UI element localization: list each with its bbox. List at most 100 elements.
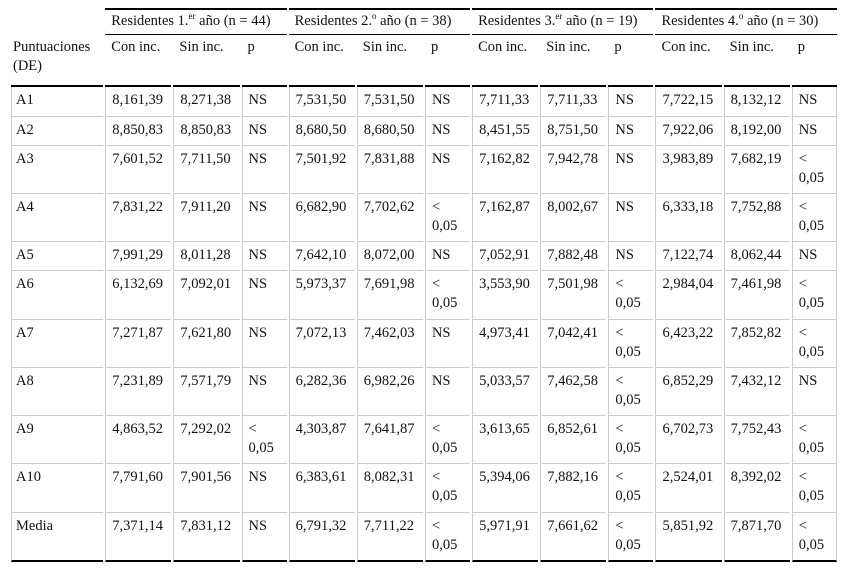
ordinal-superscript: o: [371, 11, 377, 22]
row-label: A4: [11, 193, 104, 243]
group-header-residentes-3: Residentes 3.er año (n = 19): [472, 8, 654, 36]
table-row: A5 7,991,29 8,011,28 NS 7,642,10 8,072,00 NS 7,…: [11, 242, 837, 272]
score-cell: 7,501,98: [540, 271, 607, 320]
score-cell: 7,531,50: [356, 87, 423, 117]
score-cell: 7,882,48: [540, 242, 607, 272]
score-cell: 7,641,87: [356, 416, 423, 465]
table-row: A3 7,601,52 7,711,50 NS 7,501,92 7,831,88 NS 7,…: [11, 145, 837, 194]
score-cell: 8,062,44: [723, 242, 790, 272]
p-value-cell: NS: [791, 367, 837, 416]
score-cell: 7,292,02: [173, 416, 240, 465]
score-cell: 8,392,02: [723, 464, 790, 513]
score-cell: 7,702,62: [356, 193, 423, 243]
score-cell: 7,501,92: [288, 145, 355, 194]
score-cell: 2,984,04: [655, 271, 722, 320]
score-cell: 8,192,00: [723, 116, 790, 146]
row-label: A1: [11, 87, 104, 117]
p-value-cell: < 0,05: [608, 271, 654, 320]
ordinal-superscript: er: [555, 11, 563, 22]
p-value-cell: NS: [791, 242, 837, 272]
score-cell: 6,132,69: [105, 271, 172, 320]
p-value-cell: NS: [241, 271, 287, 320]
column-header-p: p: [424, 35, 471, 88]
score-cell: 7,711,50: [173, 145, 240, 194]
p-value-cell: NS: [424, 145, 471, 194]
score-cell: 4,863,52: [105, 416, 172, 465]
column-header-p: p: [241, 35, 287, 88]
p-value-cell: < 0,05: [791, 271, 837, 320]
p-value-cell: NS: [608, 145, 654, 194]
row-label: A10: [11, 464, 104, 513]
row-label: A9: [11, 416, 104, 465]
ordinal-superscript: er: [188, 11, 196, 22]
p-value-cell: < 0,05: [608, 416, 654, 465]
row-label: A3: [11, 145, 104, 194]
score-cell: 7,831,88: [356, 145, 423, 194]
group-title-post: año (n = 19): [562, 13, 638, 29]
p-value-cell: NS: [424, 87, 471, 117]
p-value-cell: < 0,05: [791, 512, 837, 562]
score-cell: 5,851,92: [655, 512, 722, 562]
table-row: A6 6,132,69 7,092,01 NS 5,973,37 7,691,98 < 0,…: [11, 271, 837, 320]
group-title-post: año (n = 44): [195, 13, 271, 29]
column-header-sin-inc: Sin inc.: [173, 35, 240, 88]
score-cell: 7,601,52: [105, 145, 172, 194]
group-title-pre: Residentes 4.: [661, 13, 739, 29]
p-value-cell: < 0,05: [424, 271, 471, 320]
score-cell: 7,462,03: [356, 319, 423, 368]
score-cell: 7,661,62: [540, 512, 607, 562]
p-value-cell: < 0,05: [608, 319, 654, 368]
p-value-cell: NS: [241, 116, 287, 146]
score-cell: 7,831,12: [173, 512, 240, 562]
group-title-pre: Residentes 1.: [111, 13, 189, 29]
column-header-p: p: [791, 35, 837, 88]
p-value-cell: < 0,05: [791, 145, 837, 194]
group-title-post: año (n = 30): [743, 13, 819, 29]
table-row: A10 7,791,60 7,901,56 NS 6,383,61 8,082,31 < 0…: [11, 464, 837, 513]
table-row: A8 7,231,89 7,571,79 NS 6,282,36 6,982,26 NS 5,…: [11, 367, 837, 416]
score-cell: 8,011,28: [173, 242, 240, 272]
column-header-sin-inc: Sin inc.: [723, 35, 790, 88]
table-row: A9 4,863,52 7,292,02 < 0,05 4,303,87 7,641,87…: [11, 416, 837, 465]
p-value-cell: < 0,05: [424, 464, 471, 513]
table-row: A2 8,850,83 8,850,83 NS 8,680,50 8,680,50 NS 8,…: [11, 116, 837, 146]
score-cell: 7,122,74: [655, 242, 722, 272]
score-cell: 7,571,79: [173, 367, 240, 416]
column-header-con-inc: Con inc.: [655, 35, 722, 88]
score-cell: 8,451,55: [472, 116, 539, 146]
row-label: A8: [11, 367, 104, 416]
score-cell: 4,303,87: [288, 416, 355, 465]
score-cell: 7,162,82: [472, 145, 539, 194]
score-cell: 7,831,22: [105, 193, 172, 243]
p-value-cell: NS: [241, 464, 287, 513]
group-title-pre: Residentes 2.: [294, 13, 372, 29]
table-row: Media 7,371,14 7,831,12 NS 6,791,32 7,711,22 <…: [11, 512, 837, 562]
table-header: Residentes 1.er año (n = 44) Residentes …: [11, 8, 837, 88]
p-value-cell: NS: [424, 319, 471, 368]
score-cell: 7,722,15: [655, 87, 722, 117]
group-header-residentes-1: Residentes 1.er año (n = 44): [105, 8, 287, 36]
score-cell: 8,850,83: [173, 116, 240, 146]
p-value-cell: < 0,05: [791, 319, 837, 368]
score-cell: 5,033,57: [472, 367, 539, 416]
score-cell: 7,752,43: [723, 416, 790, 465]
score-cell: 7,621,80: [173, 319, 240, 368]
score-cell: 5,394,06: [472, 464, 539, 513]
score-cell: 8,132,12: [723, 87, 790, 117]
p-value-cell: NS: [241, 242, 287, 272]
score-cell: 7,901,56: [173, 464, 240, 513]
score-cell: 7,462,58: [540, 367, 607, 416]
score-cell: 7,231,89: [105, 367, 172, 416]
p-value-cell: NS: [241, 193, 287, 243]
score-cell: 7,711,33: [472, 87, 539, 117]
ordinal-superscript: o: [738, 11, 744, 22]
column-header-sin-inc: Sin inc.: [540, 35, 607, 88]
score-cell: 4,973,41: [472, 319, 539, 368]
p-value-cell: NS: [424, 367, 471, 416]
score-cell: 7,991,29: [105, 242, 172, 272]
score-cell: 8,850,83: [105, 116, 172, 146]
score-cell: 7,052,91: [472, 242, 539, 272]
p-value-cell: NS: [608, 242, 654, 272]
table-body: A1 8,161,39 8,271,38 NS 7,531,50 7,531,50 NS 7,…: [11, 87, 837, 562]
score-cell: 5,973,37: [288, 271, 355, 320]
